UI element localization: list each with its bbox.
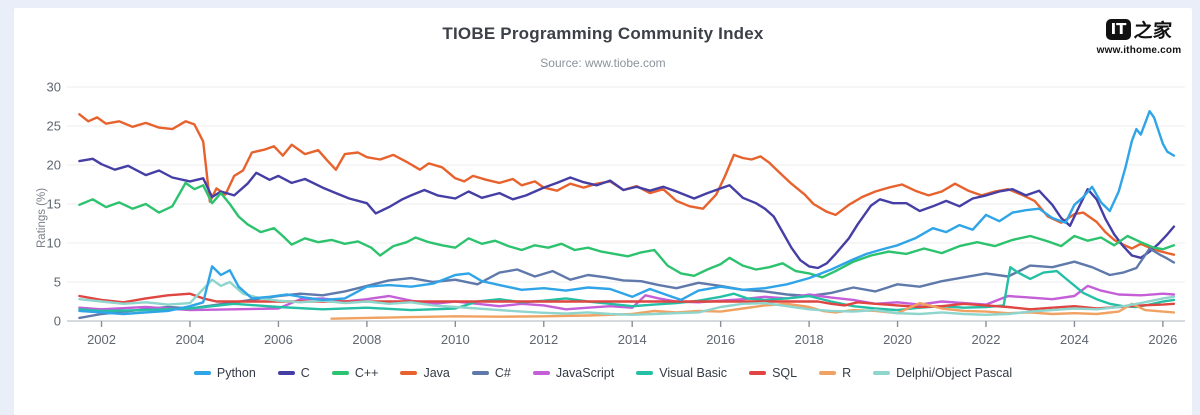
x-axis-tick-label: 2026 [1148,332,1177,347]
legend-label: R [842,366,852,380]
x-axis-tick-label: 2020 [883,332,912,347]
series-line-c- [78,181,1176,279]
x-axis-tick-label: 2004 [176,332,205,347]
y-axis-tick-label: 15 [47,197,61,212]
legend-item-r[interactable]: R [819,366,851,380]
series-line-visual-basic [78,265,1176,313]
ithome-cn-text: 之家 [1133,20,1174,42]
legend-label: Python [216,366,256,380]
x-axis-tick-label: 2006 [264,332,293,347]
legend-item-delphi-object-pascal[interactable]: Delphi/Object Pascal [873,366,1012,380]
x-axis-tick-label: 2022 [972,332,1001,347]
y-axis-tick-label: 10 [47,236,61,251]
legend-swatch-icon [749,371,767,375]
x-axis-tick-label: 2008 [352,332,381,347]
legend-item-java[interactable]: Java [400,366,450,380]
series-line-sql [78,292,1176,311]
legend-swatch-icon [331,371,349,375]
legend-label: Visual Basic [659,366,728,380]
x-axis-tick-label: 2002 [87,332,116,347]
ithome-logo: IT 之家 www.ithome.com [1094,16,1184,56]
ithome-badge-icon: IT [1105,19,1132,40]
legend-swatch-icon [636,371,654,375]
legend-swatch-icon [400,371,418,375]
y-axis-tick-label: 30 [47,80,61,95]
legend-swatch-icon [277,371,295,375]
legend-swatch-icon [532,371,550,375]
x-axis-tick-label: 2014 [618,332,647,347]
legend-swatch-icon [873,371,891,375]
line-chart-svg: 0 5 10 15 20 25 30 2002 2004 2006 2008 2010 2012 2014… [36,80,1185,347]
x-axis-tick-label: 2016 [706,332,735,347]
legend-item-c[interactable]: C [277,366,310,380]
chart-plot-area: 0 5 10 15 20 25 30 2002 2004 2006 2008 2010 2012 2014… [34,78,1194,365]
y-axis-title: Ratings (%) [36,188,48,248]
legend-label: C# [494,366,511,380]
legend-label: Delphi/Object Pascal [896,366,1013,380]
legend-label: C++ [354,366,379,380]
legend-item-c-[interactable]: C# [471,366,511,380]
series-line-delphi-object-pascal [78,278,1176,317]
legend-label: C [300,366,310,380]
series-line-java [78,113,1176,256]
legend-item-python[interactable]: Python [193,366,256,380]
chart-legend: Python C C++ Java C# JavaScript Visual Basic SQ… [14,366,1192,380]
chart-subtitle: Source: www.tiobe.com [540,56,666,70]
legend-item-sql[interactable]: SQL [749,366,797,380]
y-axis-tick-label: 0 [54,314,61,329]
legend-label: Java [423,366,450,380]
legend-label: SQL [772,366,798,380]
x-axis-tick-label: 2024 [1060,332,1089,347]
chart-title: TIOBE Programming Community Index [442,24,764,43]
y-axis-tick-label: 20 [47,158,61,173]
legend-label: JavaScript [555,366,615,380]
legend-item-visual-basic[interactable]: Visual Basic [636,366,727,380]
series-line-python [78,110,1176,316]
legend-swatch-icon [819,371,837,375]
legend-item-c-[interactable]: C++ [331,366,379,380]
legend-swatch-icon [471,371,489,375]
x-axis-tick-label: 2010 [441,332,470,347]
ithome-url: www.ithome.com [1096,45,1182,56]
legend-swatch-icon [193,371,211,375]
x-axis-tick-label: 2018 [795,332,824,347]
x-axis-tick-label: 2012 [529,332,558,347]
y-axis-tick-label: 5 [54,275,61,290]
y-axis-tick-label: 25 [47,119,61,134]
series-line-r [330,301,1176,320]
chart-card: TIOBE Programming Community Index Source… [14,8,1192,415]
legend-item-javascript[interactable]: JavaScript [532,366,615,380]
series-line-c [78,157,1176,270]
